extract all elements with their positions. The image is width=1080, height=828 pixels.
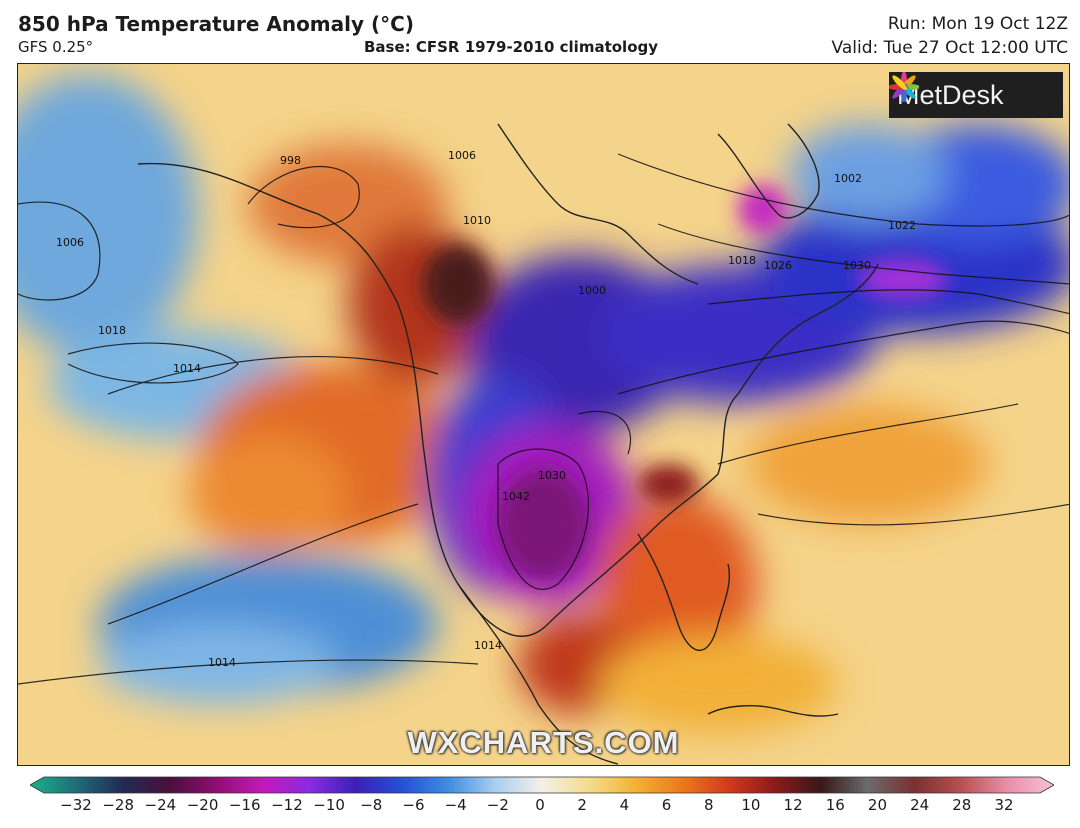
climatology-base-label: Base: CFSR 1979-2010 climatology [364,38,659,56]
isobar-label: 998 [280,154,301,167]
isobar-label: 1022 [888,219,916,232]
colorbar-tick-label: −16 [228,796,261,814]
model-label: GFS 0.25° [18,38,94,56]
anomaly-map[interactable]: 998 1002 1006 1006 1010 1014 1014 1014 1… [17,63,1070,766]
colorbar-tick-label: 0 [535,796,545,814]
colorbar-tick-label: −8 [360,796,383,814]
isobar-label: 1014 [474,639,502,652]
colorbar-tick-label: 2 [577,796,587,814]
colorbar-tick-label: 24 [910,796,930,814]
colorbar-tick-label: −32 [60,796,92,814]
anomaly-field [18,74,1069,734]
colorbar-tick-label: −28 [102,796,134,814]
valid-time-label: Valid: Tue 27 Oct 12:00 UTC [831,38,1068,58]
colorbar-tick-label: 32 [994,796,1014,814]
isobar-label: 1010 [463,214,491,227]
isobar-label: 1018 [98,324,126,337]
colorbar-tick-label: 8 [703,796,714,814]
coastlines [137,123,879,765]
colorbar-tick-label: 10 [741,796,761,814]
colorbar-tick-label: 28 [952,796,972,814]
isobar-label: 1014 [208,656,236,669]
colorbar-tick-label: −24 [144,796,177,814]
metdesk-logo: MetDesk [889,72,1063,118]
colorbar-tick-label: 4 [619,796,630,814]
colorbar-tick-label: −12 [271,796,303,814]
wxcharts-watermark: WXCHARTS.COM [407,725,680,760]
colorbar-tick-label: −6 [402,796,425,814]
isobar-label: 1006 [56,236,84,249]
colorbar-tick-label: 20 [867,796,887,814]
isobar-label: 1042 [502,490,530,503]
map-canvas: 998 1002 1006 1006 1010 1014 1014 1014 1… [18,64,1069,765]
isobar-label: 1000 [578,284,606,297]
isobar-label: 1014 [173,362,201,375]
isobar-label: 1002 [834,172,862,185]
anomaly-cores [423,184,948,579]
isobar-label: 1026 [764,259,792,272]
chart-title: 850 hPa Temperature Anomaly (°C) [18,12,414,36]
isobar-label: 1030 [843,259,871,272]
colorbar-tick-label: 12 [783,796,803,814]
colorbar-tick-label: 16 [825,796,845,814]
colorbar-tick-label: −4 [444,796,467,814]
isobar-label: 1030 [538,469,566,482]
colorbar-tick-label: −2 [486,796,509,814]
metdesk-flower-icon [889,72,919,102]
isobar-labels: 998 1002 1006 1006 1010 1014 1014 1014 1… [56,149,916,669]
isobar-label: 1006 [448,149,476,162]
isobar-lines [18,153,1069,685]
colorbar-ticks: −32 −28 −24 −20 −16 −12 −10 −8 −6 −4 −2 0 2 4 6 8 10 12 16… [30,796,1054,816]
colorbar-tick-label: −10 [313,796,345,814]
colorbar: −32 −28 −24 −20 −16 −12 −10 −8 −6 −4 −2 0 2 4 6 8 10 12 16… [29,776,1055,822]
colorbar-gradient [29,776,1055,794]
isobar-label: 1018 [728,254,756,267]
colorbar-tick-label: −20 [186,796,219,814]
run-time-label: Run: Mon 19 Oct 12Z [887,14,1068,34]
colorbar-tick-label: 6 [661,796,672,814]
